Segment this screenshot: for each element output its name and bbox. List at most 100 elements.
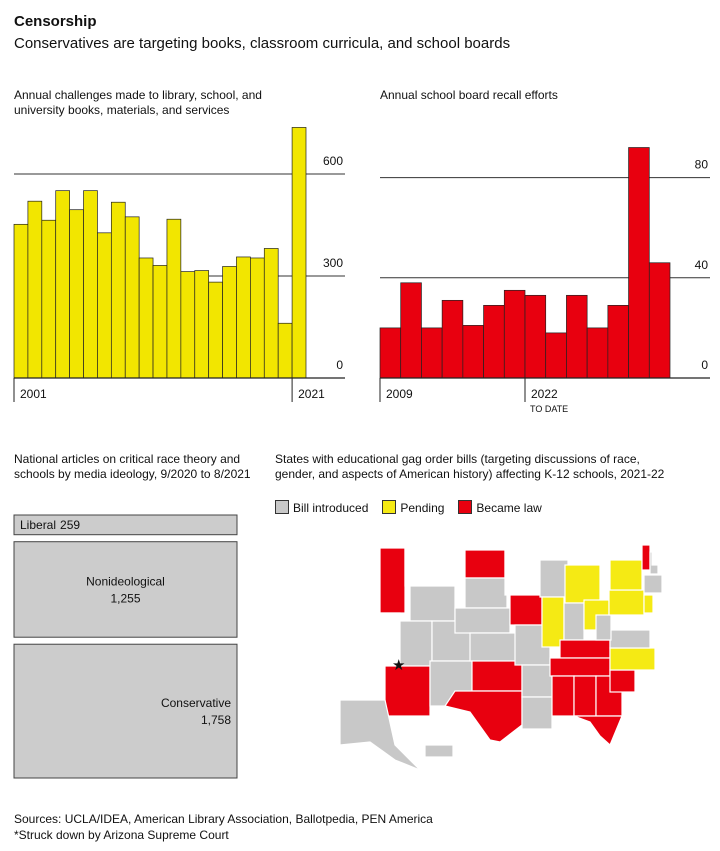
legend-label: Became law [476, 501, 542, 515]
box [13, 541, 238, 638]
bar [13, 223, 29, 379]
state [464, 577, 508, 609]
state [643, 574, 663, 594]
bar [379, 327, 402, 379]
legend-swatch [458, 500, 473, 514]
legend-label: Bill introduced [293, 501, 369, 515]
state [608, 589, 645, 616]
state [559, 639, 611, 659]
chart-title: Annual school board recall efforts [380, 88, 558, 102]
state [573, 715, 623, 747]
state [551, 675, 575, 717]
bar [110, 201, 126, 379]
state [339, 699, 421, 771]
box [13, 643, 238, 779]
chart-title: National articles on critical race theor… [14, 452, 251, 481]
title: Censorship [14, 13, 97, 30]
box [13, 514, 238, 536]
legend-item: Pending [382, 500, 444, 515]
us-map: ★ [329, 534, 669, 771]
annotation: TO DATE [530, 404, 568, 414]
value-label: 259 [60, 518, 80, 532]
state [521, 664, 553, 698]
x-tick-label: 2009 [386, 387, 413, 401]
bar [483, 304, 505, 379]
y-tick-label: 600 [323, 154, 343, 168]
star: ★ [392, 657, 405, 674]
state [563, 602, 585, 641]
state [404, 547, 466, 587]
y-tick-label: 40 [695, 258, 709, 272]
legend-item: Became law [458, 500, 542, 515]
bar [83, 190, 98, 379]
state [609, 669, 636, 693]
state [609, 629, 651, 649]
state [643, 594, 654, 614]
y-tick-label: 80 [695, 158, 709, 172]
state [369, 612, 401, 664]
x-tick-label: 2022 [531, 387, 558, 401]
chart-title: Annual challenges made to library, schoo… [14, 88, 262, 117]
bar [222, 266, 237, 379]
state [329, 574, 379, 616]
y-tick-label: 300 [323, 256, 343, 270]
value-label: 1,255 [110, 591, 140, 605]
state [521, 696, 553, 730]
bar [41, 219, 57, 379]
state [573, 675, 597, 717]
bar [648, 262, 671, 379]
bar [277, 322, 293, 379]
bar [250, 257, 265, 379]
bar [400, 282, 422, 379]
bar [586, 327, 609, 379]
bar [138, 257, 154, 379]
category-label: Liberal [20, 518, 56, 532]
footnote: *Struck down by Arizona Supreme Court [14, 828, 229, 842]
bar [263, 248, 279, 379]
x-tick-label: 2001 [20, 387, 47, 401]
bar [69, 209, 84, 379]
state [469, 632, 521, 662]
state [384, 665, 431, 717]
bar [462, 325, 484, 379]
bar [291, 127, 307, 379]
bar [124, 216, 140, 379]
bar [503, 289, 526, 379]
bar [194, 270, 210, 379]
state [564, 564, 601, 604]
state [609, 647, 656, 671]
bar [607, 304, 629, 379]
state [509, 594, 543, 626]
sources: Sources: UCLA/IDEA, American Library Ass… [14, 812, 433, 826]
bar [27, 200, 43, 379]
legend: Bill introduced Pending Became law [275, 500, 542, 515]
state [609, 559, 643, 591]
bar [545, 332, 567, 379]
y-tick-label: 0 [701, 358, 708, 372]
state [504, 549, 541, 596]
state [651, 534, 669, 566]
bar [421, 327, 443, 379]
subtitle: Conservatives are targeting books, class… [14, 35, 511, 52]
category-label: Conservative [161, 696, 231, 710]
legend-swatch [382, 500, 397, 514]
bar [97, 232, 112, 379]
state [595, 614, 612, 641]
state [424, 744, 454, 758]
chart-title: States with educational gag order bills … [275, 452, 665, 481]
state [409, 585, 456, 622]
box-label: Liberal 259 [20, 518, 80, 532]
state [549, 657, 611, 677]
legend-label: Pending [400, 501, 445, 515]
state [539, 559, 569, 598]
bar [524, 294, 547, 379]
bar [180, 271, 196, 379]
bar [236, 256, 251, 379]
legend-swatch [275, 500, 289, 514]
state [454, 607, 511, 634]
state [379, 547, 406, 614]
y-tick-label: 0 [336, 358, 343, 372]
bar [628, 147, 650, 379]
bar [441, 299, 464, 379]
